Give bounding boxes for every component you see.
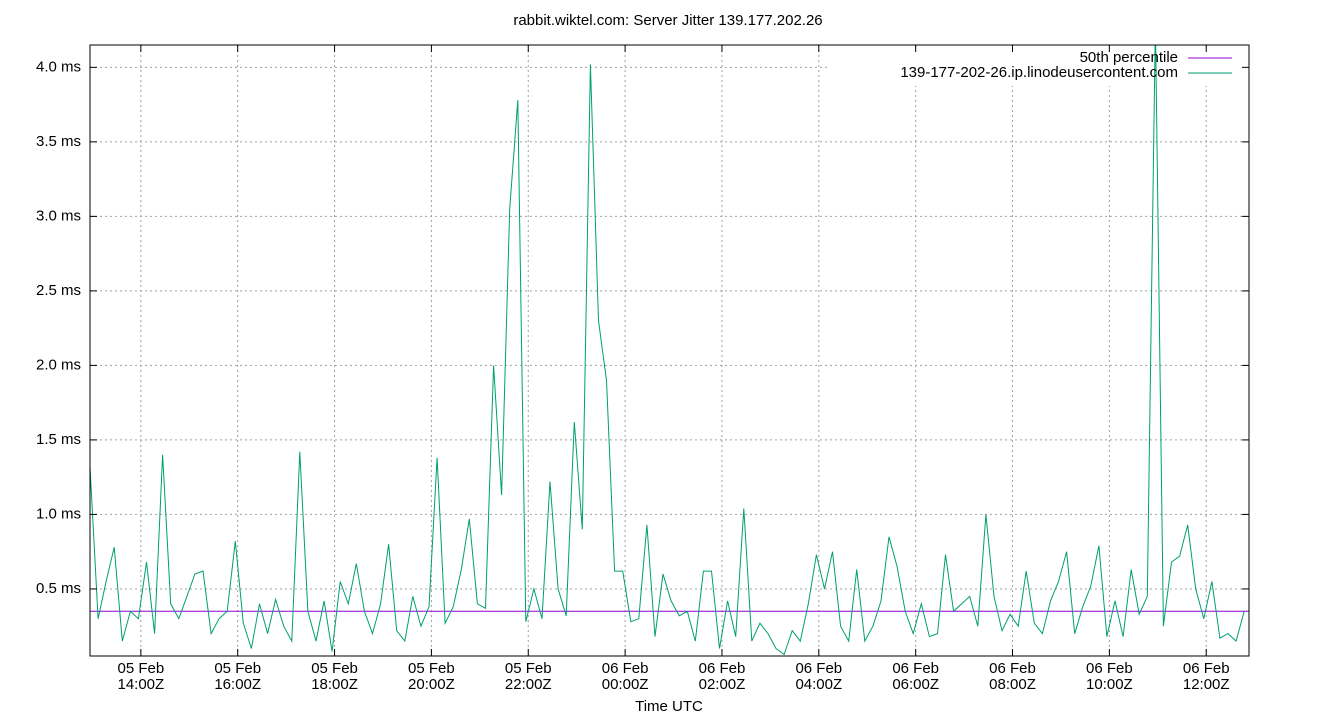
x-tick-label: 06 Feb — [602, 660, 649, 677]
x-tick-label: 00:00Z — [602, 676, 649, 693]
x-axis-label: Time UTC — [635, 698, 703, 715]
x-tick-label: 08:00Z — [989, 676, 1036, 693]
y-tick-label: 2.0 ms — [36, 356, 81, 373]
x-tick-label: 06 Feb — [795, 660, 842, 677]
x-tick-label: 06 Feb — [1086, 660, 1133, 677]
x-tick-label: 04:00Z — [795, 676, 842, 693]
x-tick-label: 06 Feb — [892, 660, 939, 677]
x-tick-label: 22:00Z — [505, 676, 552, 693]
x-tick-label: 10:00Z — [1086, 676, 1133, 693]
x-tick-label: 02:00Z — [699, 676, 746, 693]
legend-box — [828, 48, 1248, 86]
x-tick-label: 06 Feb — [989, 660, 1036, 677]
x-tick-label: 18:00Z — [311, 676, 358, 693]
y-tick-label: 2.5 ms — [36, 282, 81, 299]
x-tick-label: 12:00Z — [1183, 676, 1230, 693]
legend-label: 50th percentile — [1080, 49, 1178, 66]
y-tick-label: 3.5 ms — [36, 133, 81, 150]
x-tick-label: 06:00Z — [892, 676, 939, 693]
data-line — [90, 45, 1245, 656]
y-tick-label: 4.0 ms — [36, 58, 81, 75]
x-tick-label: 05 Feb — [311, 660, 358, 677]
y-tick-label: 0.5 ms — [36, 580, 81, 597]
x-tick-label: 05 Feb — [505, 660, 552, 677]
grid — [90, 45, 1249, 656]
x-tick-label: 14:00Z — [117, 676, 164, 693]
legend-label: 139-177-202-26.ip.linodeusercontent.com — [900, 64, 1178, 81]
chart-title: rabbit.wiktel.com: Server Jitter 139.177… — [513, 12, 822, 29]
x-tick-label: 06 Feb — [1183, 660, 1230, 677]
x-tick-label: 16:00Z — [214, 676, 261, 693]
y-tick-label: 1.5 ms — [36, 431, 81, 448]
axes: 0.5 ms 1.0 ms 1.5 ms 2.0 ms 2.5 ms 3.0 ms 3.5 … — [36, 44, 1250, 693]
x-tick-label: 05 Feb — [214, 660, 261, 677]
y-tick-label: 1.0 ms — [36, 505, 81, 522]
plot-area — [90, 45, 1249, 656]
plot-border — [89, 44, 1250, 657]
x-tick-label: 20:00Z — [408, 676, 455, 693]
y-tick-label: 3.0 ms — [36, 207, 81, 224]
x-tick-label: 06 Feb — [699, 660, 746, 677]
x-tick-label: 05 Feb — [117, 660, 164, 677]
x-tick-label: 05 Feb — [408, 660, 455, 677]
